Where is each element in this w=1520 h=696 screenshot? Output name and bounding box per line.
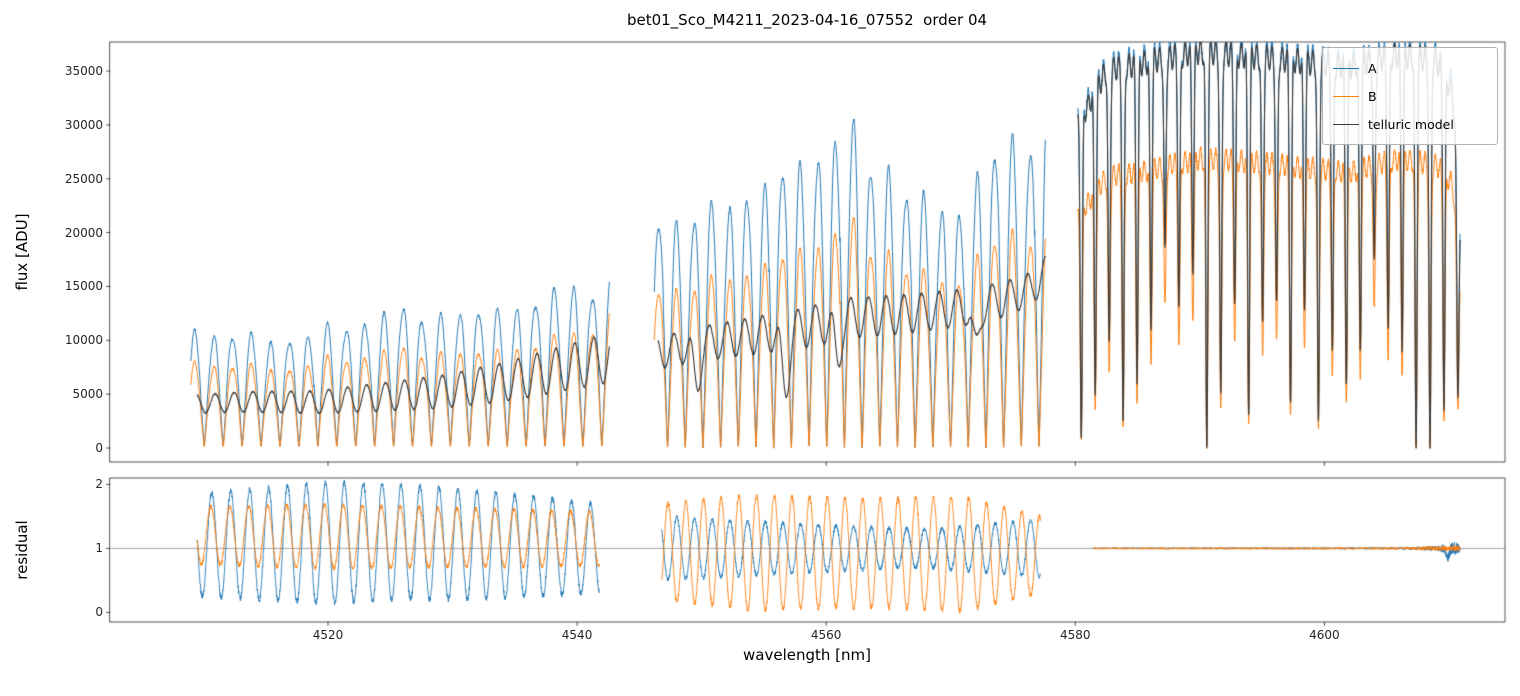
- legend-item-a: A: [1333, 54, 1487, 82]
- flux-y-tick-label: 35000: [64, 64, 103, 79]
- residual-y-tick-label: 0: [95, 605, 103, 620]
- legend-item-b: B: [1333, 82, 1487, 110]
- legend-label-a: A: [1368, 60, 1377, 76]
- flux-y-tick-label: 20000: [64, 225, 103, 240]
- residual-y-tick-label: 2: [95, 477, 103, 492]
- flux-y-tick-label: 0: [95, 441, 103, 455]
- x-tick-label: 4520: [312, 628, 344, 642]
- legend-item-telluric-model: telluric model: [1333, 110, 1487, 138]
- x-tick-label: 4600: [1309, 628, 1340, 642]
- flux-y-tick-label: 15000: [64, 279, 103, 294]
- x-axis-label: wavelength [nm]: [743, 646, 871, 664]
- chart-title: bet01_Sco_M4211_2023-04-16_07552 order 0…: [626, 11, 988, 29]
- legend-line-swatch-telluric: [1333, 123, 1359, 125]
- x-tick-label: 4540: [561, 628, 593, 642]
- legend: A B telluric model: [1322, 47, 1498, 145]
- x-tick-label: 4560: [810, 628, 842, 642]
- flux-y-tick-label: 25000: [64, 171, 103, 186]
- flux-y-tick-label: 5000: [72, 387, 103, 402]
- flux-y-tick-label: 10000: [64, 333, 103, 348]
- residual-axis-label: residual: [13, 520, 31, 580]
- legend-line-swatch-b: [1333, 95, 1359, 97]
- flux-axis-label: flux [ADU]: [13, 213, 31, 291]
- legend-label-b: B: [1368, 88, 1377, 104]
- x-tick-label: 4580: [1060, 628, 1091, 642]
- residual-y-tick-label: 1: [95, 541, 103, 556]
- legend-line-swatch-a: [1333, 67, 1359, 69]
- legend-label-telluric: telluric model: [1368, 116, 1454, 132]
- flux-y-tick-label: 30000: [64, 117, 103, 132]
